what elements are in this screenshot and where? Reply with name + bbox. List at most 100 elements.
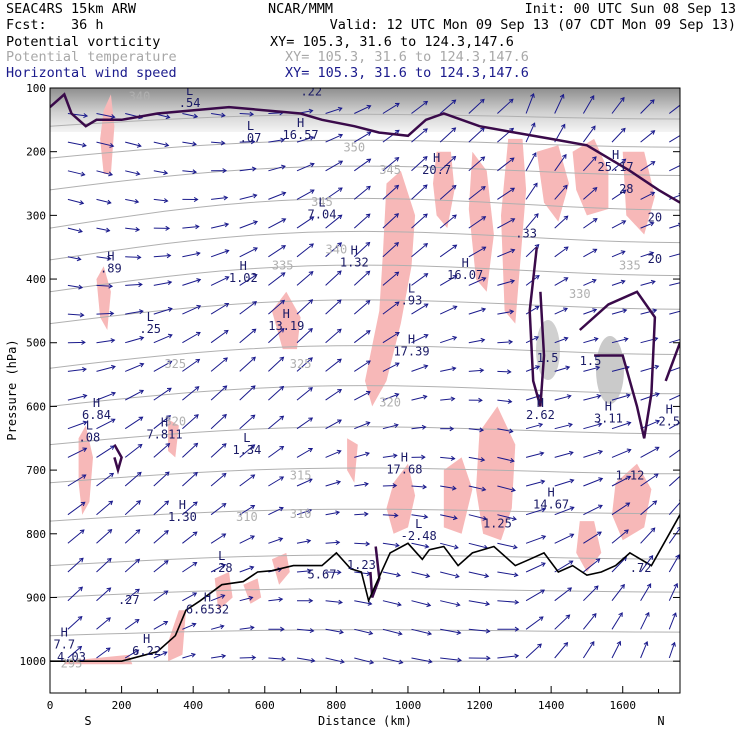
wind-arrow [182, 592, 197, 602]
pv-extremum-value: 1.5 [580, 354, 602, 368]
wind-arrow [125, 363, 144, 372]
wind-arrowhead [425, 573, 431, 579]
wind-arrow [67, 557, 84, 573]
wind-arrow [611, 250, 625, 258]
wind-arrow [124, 500, 141, 516]
pv-extremum-value: 1.12 [615, 469, 644, 483]
wind-arrowhead [338, 133, 344, 139]
wind-arrowhead [135, 226, 141, 232]
wind-arrowhead [421, 454, 426, 460]
wind-arrow [96, 445, 115, 458]
wind-arrowhead [597, 422, 603, 427]
wind-arrow [96, 312, 114, 315]
wind-arrowhead [645, 611, 650, 617]
theta-label: 340 [326, 243, 348, 257]
wind-arrow [296, 328, 313, 344]
plot-frame [49, 87, 681, 694]
wind-arrowhead [593, 337, 599, 342]
wind-arrowhead [337, 106, 343, 112]
wind-arrowhead [394, 213, 400, 218]
wind-arrowhead [595, 365, 601, 371]
wind-arrow [239, 301, 257, 315]
wind-arrow [296, 540, 311, 544]
wind-arrowhead [253, 247, 258, 252]
wind-arrowhead [82, 447, 88, 452]
wind-arrow [411, 243, 428, 258]
pv-extremum-marker: H [143, 632, 150, 646]
wind-arrowhead [482, 515, 488, 521]
wind-arrow [669, 253, 680, 258]
wind-arrowhead [514, 653, 520, 659]
wind-arrow [268, 245, 286, 258]
wind-arrowhead [369, 659, 375, 665]
wind-arrow [296, 271, 314, 286]
pv-extremum-marker: L [318, 196, 325, 210]
wind-arrowhead [423, 273, 429, 278]
wind-arrow [325, 328, 342, 344]
wind-arrow [153, 471, 170, 487]
pv-contour [369, 546, 381, 598]
wind-arrowhead [338, 160, 344, 165]
wind-arrowhead [107, 528, 113, 534]
wind-arrowhead [626, 475, 632, 481]
wind-arrowhead [451, 155, 457, 161]
wind-arrow [525, 535, 546, 544]
wind-arrow [582, 125, 596, 143]
wind-arrowhead [163, 560, 169, 565]
wind-arrowhead [110, 338, 116, 343]
wind-arrowhead [139, 389, 145, 395]
pv-extremum-marker: H [297, 116, 304, 130]
wind-arrow [382, 600, 402, 606]
wind-arrowhead [280, 626, 285, 632]
wind-arrow [210, 276, 229, 286]
wind-arrowhead [452, 214, 457, 220]
wind-arrow [411, 542, 429, 548]
wind-arrowhead [193, 196, 199, 203]
wind-arrow [67, 616, 83, 630]
wind-arrow [669, 338, 680, 344]
pv-extremum-value: 1.25 [483, 516, 512, 530]
wind-arrowhead [541, 562, 546, 567]
wind-arrowhead [339, 659, 345, 664]
wind-arrowhead [221, 533, 227, 538]
wind-arrowhead [221, 503, 227, 508]
wind-arrowhead [306, 538, 312, 544]
pv-extremum-value: 1.5 [537, 351, 559, 365]
wind-arrow [525, 452, 544, 458]
wind-arrow [268, 272, 286, 286]
wind-arrow [497, 280, 515, 286]
wind-arrowhead [365, 241, 371, 247]
wind-arrowhead [539, 451, 545, 457]
wind-arrowhead [193, 442, 199, 448]
wind-arrowhead [308, 387, 313, 392]
wind-arrowhead [337, 214, 343, 220]
wind-arrow [153, 198, 168, 202]
wind-arrowhead [108, 500, 114, 506]
wind-arrow [296, 448, 313, 458]
wind-arrowhead [672, 612, 677, 618]
wind-arrowhead [335, 510, 341, 516]
wind-arrowhead [452, 515, 458, 521]
wind-arrowhead [480, 156, 486, 161]
wind-arrowhead [364, 451, 370, 457]
wind-arrowhead [566, 394, 572, 400]
wind-arrowhead [451, 184, 457, 190]
wind-arrowhead [78, 586, 84, 592]
wind-arrow [67, 646, 82, 659]
wind-arrow [325, 134, 343, 143]
x-tick-label: 1400 [538, 699, 565, 712]
wind-arrowhead [508, 98, 514, 104]
wind-arrowhead [134, 619, 140, 624]
wind-arrow [411, 657, 432, 663]
pv-extremum-value: 20.7 [422, 163, 451, 177]
wind-arrow [124, 558, 140, 573]
wind-arrowhead [167, 360, 173, 366]
x-tick-label: 0 [47, 699, 54, 712]
wind-arrowhead [480, 186, 486, 191]
wind-arrowhead [650, 279, 656, 285]
wind-arrowhead [565, 614, 571, 620]
wind-arrowhead [512, 544, 518, 550]
wind-arrow [640, 612, 650, 630]
wind-arrow [96, 558, 112, 573]
wind-arrowhead [222, 168, 228, 174]
